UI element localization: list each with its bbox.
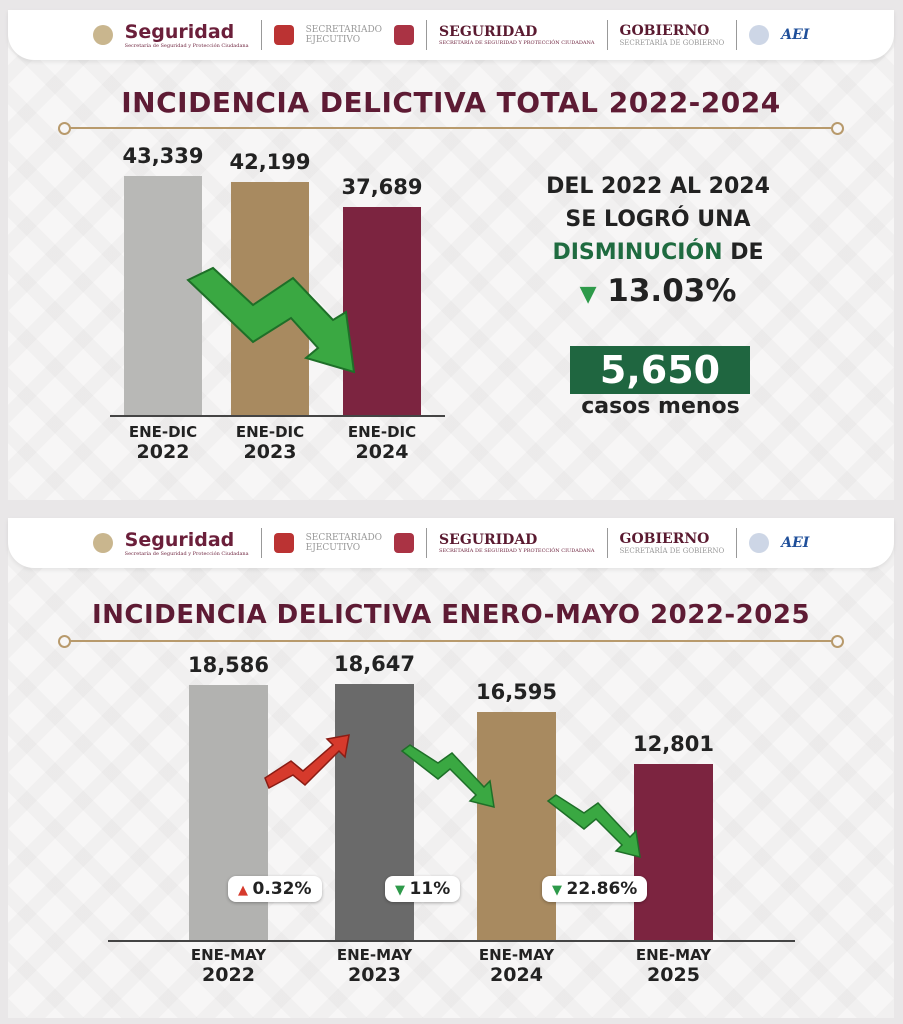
- category-label: ENE-MAY 2025: [614, 946, 734, 987]
- shield-icon: [273, 533, 294, 553]
- data-label: 12,801: [632, 732, 715, 757]
- seg-sub: SECRETARÍA DE SEGURIDAD Y PROTECCIÓN CIU…: [439, 548, 595, 554]
- seg: SEGURIDAD: [439, 24, 538, 40]
- change-value: 22.86%: [566, 879, 638, 899]
- down-triangle-icon: ▼: [395, 883, 410, 898]
- up-arrow-icon: [264, 734, 350, 790]
- circle-logo-icon: [749, 533, 770, 553]
- change-badge: ▼ 22.86%: [542, 876, 648, 902]
- category-label: ENE-MAY 2022: [169, 946, 289, 987]
- change-badge: ▲ 0.32%: [228, 876, 322, 902]
- bar: [477, 712, 556, 940]
- category-label-line: ENE-DIC: [347, 423, 417, 441]
- cases-label: casos menos: [581, 394, 740, 419]
- summary-highlight: DISMINUCIÓN: [552, 240, 723, 265]
- gob: GOBIERNO: [619, 531, 710, 547]
- seal-icon: [92, 25, 113, 45]
- baseline: [108, 940, 795, 942]
- data-label: 18,586: [187, 652, 270, 677]
- panel-enero-mayo: Seguridad Secretaría de Seguridad y Prote…: [8, 518, 894, 1018]
- category-label: ENE-DIC 2022: [103, 423, 223, 464]
- brand: Seguridad: [124, 529, 235, 551]
- cases-badge: 5,650: [570, 346, 750, 394]
- data-label: 18,647: [333, 652, 416, 676]
- circle-logo-icon: [749, 25, 770, 45]
- seal-icon: [92, 533, 113, 553]
- bar: [634, 764, 713, 940]
- change-badge: ▼ 11%: [385, 876, 461, 902]
- se1: SECRETARIADO: [305, 533, 383, 543]
- data-label: 43,339: [122, 144, 204, 168]
- se2: EJECUTIVO: [305, 543, 361, 553]
- seg-sub: SECRETARÍA DE SEGURIDAD Y PROTECCIÓN CIU…: [439, 40, 595, 46]
- category-label-line: ENE-MAY: [635, 946, 712, 964]
- category-label-line: 2022: [202, 964, 255, 986]
- aei-logo: AEI: [781, 27, 810, 43]
- category-label-line: ENE-DIC: [235, 423, 305, 441]
- logo-header: Seguridad Secretaría de Seguridad y Prote…: [8, 518, 894, 568]
- category-label: ENE-MAY 2023: [315, 946, 435, 987]
- down-triangle-icon: ▼: [552, 883, 567, 898]
- category-label-line: 2023: [243, 441, 297, 463]
- change-value: 11%: [409, 879, 451, 899]
- se1: SECRETARIADO: [305, 25, 383, 35]
- category-label-line: ENE-MAY: [336, 946, 413, 964]
- gob: GOBIERNO: [619, 23, 710, 39]
- summary-line1: DEL 2022 AL 2024: [546, 174, 770, 199]
- aei-logo: AEI: [781, 535, 810, 551]
- bar: [124, 176, 202, 415]
- gob-sub: SECRETARÍA DE GOBIERNO: [619, 39, 725, 47]
- brand: Seguridad: [124, 21, 235, 43]
- summary-de: DE: [730, 240, 764, 265]
- category-label: ENE-DIC 2023: [210, 423, 330, 464]
- category-label-line: 2022: [136, 441, 190, 463]
- data-label: 37,689: [341, 175, 423, 200]
- summary-line2: SE LOGRÓ UNA: [565, 207, 751, 232]
- seg: SEGURIDAD: [439, 532, 538, 548]
- data-label: 42,199: [229, 150, 311, 175]
- logo-header: Seguridad Secretaría de Seguridad y Prote…: [8, 10, 894, 60]
- category-label-line: 2024: [355, 441, 409, 463]
- down-arrow-icon: [400, 744, 495, 809]
- se2: EJECUTIVO: [305, 35, 361, 45]
- chart-title: INCIDENCIA DELICTIVA TOTAL 2022-2024: [121, 86, 781, 119]
- chart-title: INCIDENCIA DELICTIVA ENERO-MAYO 2022-202…: [91, 600, 811, 630]
- category-label-line: ENE-MAY: [478, 946, 555, 964]
- category-label-line: 2023: [348, 964, 401, 986]
- category-label-line: 2025: [647, 964, 700, 986]
- brand-sub: Secretaría de Seguridad y Protección Ciu…: [124, 551, 249, 557]
- bar: [343, 207, 421, 415]
- divider: [58, 635, 844, 648]
- category-label-line: 2024: [490, 964, 543, 986]
- divider: [58, 122, 844, 135]
- up-triangle-icon: ▲: [238, 883, 253, 898]
- down-arrow-icon: [546, 794, 641, 859]
- baseline: [110, 415, 445, 417]
- gob-sub: SECRETARÍA DE GOBIERNO: [619, 547, 725, 555]
- down-triangle-icon: ▼: [579, 282, 597, 307]
- change-value: 0.32%: [252, 879, 312, 899]
- category-label-line: ENE-MAY: [190, 946, 267, 964]
- category-label-line: ENE-DIC: [128, 423, 198, 441]
- category-label: ENE-DIC 2024: [322, 423, 442, 464]
- shield-icon: [273, 25, 294, 45]
- summary-percent: 13.03%: [607, 273, 737, 309]
- category-label: ENE-MAY 2024: [457, 946, 577, 987]
- emblem-icon: [394, 25, 415, 45]
- emblem-icon: [394, 533, 415, 553]
- down-arrow-icon: [186, 266, 356, 374]
- brand-sub: Secretaría de Seguridad y Protección Ciu…: [124, 43, 249, 49]
- data-label: 16,595: [475, 680, 558, 705]
- panel-total: Seguridad Secretaría de Seguridad y Prote…: [8, 10, 894, 500]
